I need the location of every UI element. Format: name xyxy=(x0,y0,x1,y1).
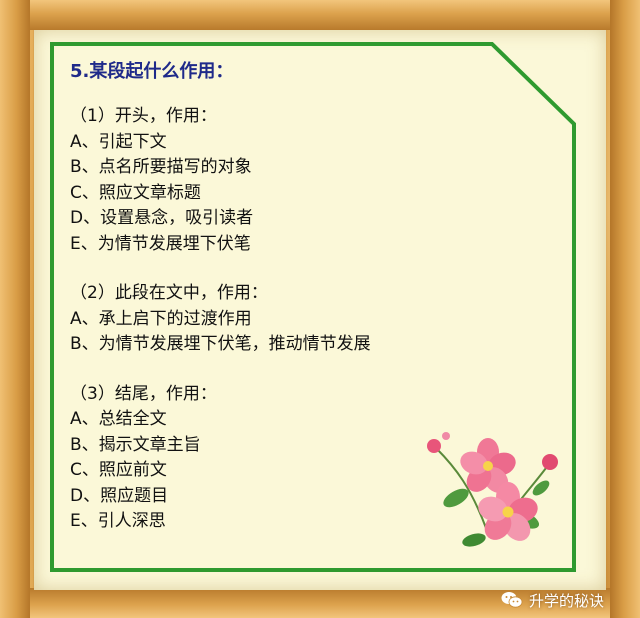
card-border xyxy=(50,42,576,572)
section-ending: （3）结尾，作用： A、总结全文 B、揭示文章主旨 C、照应前文 D、照应题目 … xyxy=(70,382,530,535)
paper-board: 5.某段起什么作用： （1）开头，作用： A、引起下文 B、点名所要描写的对象 … xyxy=(34,30,606,590)
list-item: D、照应题目 xyxy=(70,485,169,506)
page-title: 5.某段起什么作用： xyxy=(70,61,234,82)
frame-bottom-rail xyxy=(0,588,640,618)
watermark-text: 升学的秘诀 xyxy=(528,591,604,610)
watermark: 升学的秘诀 xyxy=(501,588,604,612)
section-title: （3）结尾，作用： xyxy=(70,383,217,404)
list-item: B、为情节发展埋下伏笔，推动情节发展 xyxy=(70,334,371,354)
section-title: （2）此段在文中，作用： xyxy=(70,283,268,303)
list-item: C、照应前文 xyxy=(70,460,167,480)
section-title: （1）开头，作用： xyxy=(70,106,217,126)
list-item: A、引起下文 xyxy=(70,131,167,152)
list-item: E、引人深思 xyxy=(70,511,166,531)
list-item: B、揭示文章主旨 xyxy=(70,434,201,455)
list-item: E、为情节发展埋下伏笔 xyxy=(70,233,251,254)
section-opening: （1）开头，作用： A、引起下文 B、点名所要描写的对象 C、照应文章标题 D、… xyxy=(70,104,530,257)
list-item: D、设置悬念，吸引读者 xyxy=(70,208,254,228)
list-item: A、总结全文 xyxy=(70,409,167,429)
content-area: 5.某段起什么作用： （1）开头，作用： A、引起下文 B、点名所要描写的对象 … xyxy=(70,60,530,559)
frame-left-rail xyxy=(0,0,30,618)
list-item: A、承上启下的过渡作用 xyxy=(70,308,252,329)
flower-decoration xyxy=(427,432,558,547)
list-item: B、点名所要描写的对象 xyxy=(70,157,252,177)
list-item: C、照应文章标题 xyxy=(70,182,201,203)
wechat-icon xyxy=(501,592,523,608)
frame-top-rail xyxy=(0,0,640,30)
frame-right-rail xyxy=(610,0,640,618)
section-middle: （2）此段在文中，作用： A、承上启下的过渡作用 B、为情节发展埋下伏笔，推动情… xyxy=(70,281,530,358)
